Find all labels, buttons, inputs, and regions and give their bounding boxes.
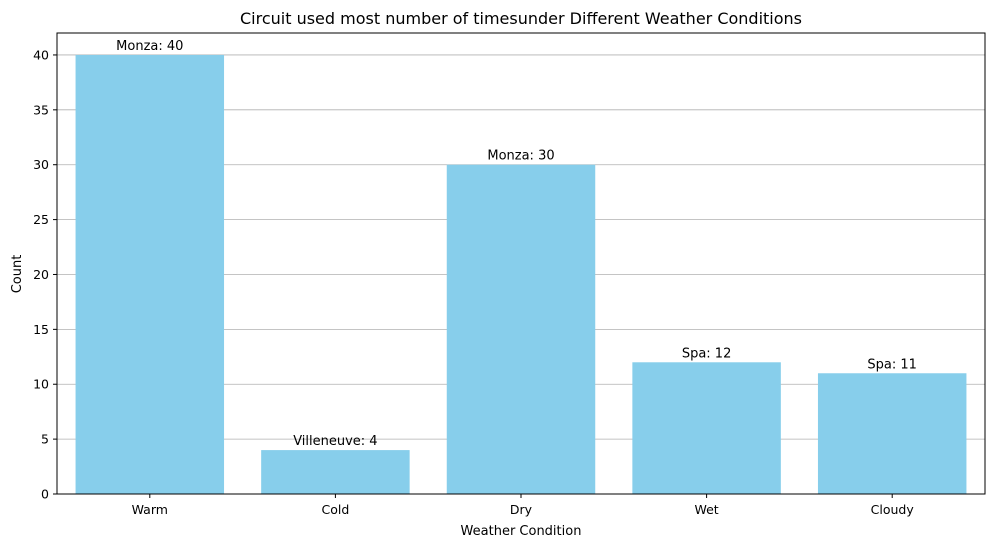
x-tick-label: Dry bbox=[510, 502, 533, 517]
x-tick-label: Wet bbox=[694, 502, 718, 517]
bar-dry bbox=[446, 164, 596, 494]
y-tick-label: 35 bbox=[33, 102, 49, 117]
y-tick-label: 40 bbox=[33, 47, 49, 62]
chart-title: Circuit used most number of timesunder D… bbox=[240, 9, 802, 28]
y-tick-label: 15 bbox=[33, 322, 49, 337]
bar-value-labels: Monza: 40 Villeneuve: 4 Monza: 30 Spa: 12 Sp… bbox=[116, 39, 917, 449]
x-tick-label: Cold bbox=[322, 502, 350, 517]
x-tick-label: Cloudy bbox=[871, 502, 915, 517]
bar-value-label: Villeneuve: 4 bbox=[293, 434, 377, 449]
y-tick-label: 0 bbox=[41, 487, 49, 502]
bar-cloudy bbox=[817, 373, 967, 494]
y-tick-label: 20 bbox=[33, 267, 49, 282]
y-tick-label: 30 bbox=[33, 157, 49, 172]
y-axis-title: Count bbox=[10, 255, 25, 294]
bar-cold bbox=[261, 450, 410, 494]
y-tick-label: 25 bbox=[33, 212, 49, 227]
bar-value-label: Monza: 30 bbox=[487, 149, 554, 164]
y-tick-label: 10 bbox=[33, 377, 49, 392]
bar-value-label: Spa: 11 bbox=[867, 357, 917, 372]
x-axis-title: Weather Condition bbox=[461, 524, 582, 539]
bar-value-label: Spa: 12 bbox=[682, 346, 732, 361]
y-ticks: 0 5 10 15 20 25 30 35 40 bbox=[33, 47, 57, 502]
bars bbox=[75, 54, 967, 494]
bar-value-label: Monza: 40 bbox=[116, 39, 183, 54]
bar-warm bbox=[75, 54, 225, 494]
bar-wet bbox=[632, 362, 781, 494]
y-tick-label: 5 bbox=[41, 432, 49, 447]
x-ticks: Warm Cold Dry Wet Cloudy bbox=[132, 494, 915, 517]
x-tick-label: Warm bbox=[132, 502, 168, 517]
